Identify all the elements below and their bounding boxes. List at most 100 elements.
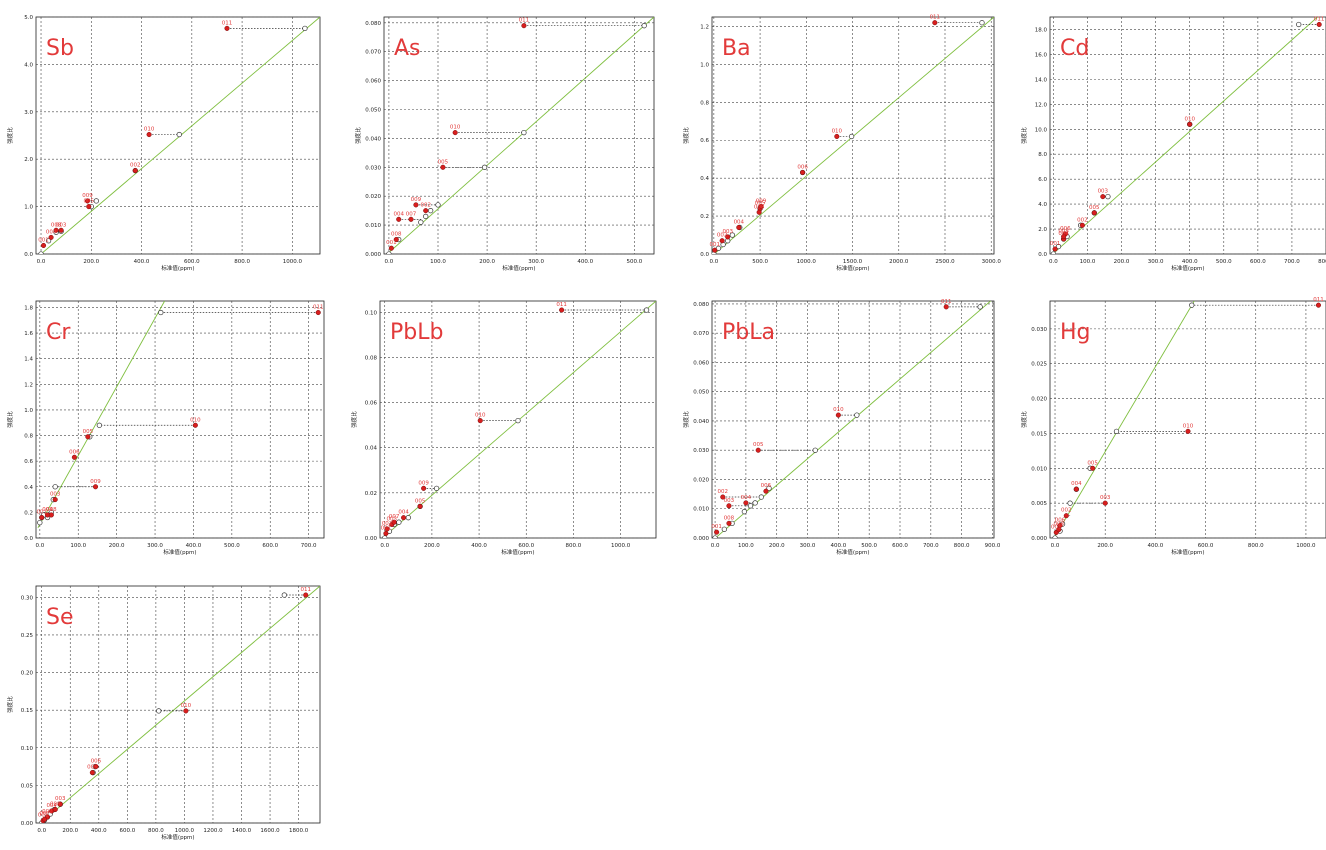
chart-ba-sample-point <box>834 133 840 139</box>
chart-sb: 0.0 200.0 400.0 600.0 800.0 1000.0 0.0 1.0 2.0 3.… <box>6 15 321 272</box>
chart-pbla-sample-label: 004 <box>741 495 752 501</box>
chart-cr-sample-point <box>92 484 99 490</box>
chart-ba-y-tick-label: 0.4 <box>700 176 709 182</box>
chart-pbla-sample-point <box>763 488 769 494</box>
chart-cr-x-tick-label: 200.0 <box>109 543 125 549</box>
chart-pbla-y-axis-label: 强度比 <box>682 411 690 428</box>
chart-pblb-sample-label: 011 <box>556 302 567 308</box>
chart-as-y-tick-label: 0.030 <box>365 165 381 171</box>
chart-cd-sample-point <box>1091 210 1097 216</box>
chart-sb-x-tick-label: 600.0 <box>184 259 200 265</box>
chart-as-sample-point <box>388 245 394 251</box>
chart-cd-fit-line <box>1052 17 1318 254</box>
chart-cd-x-tick-label: 200.0 <box>1114 259 1130 265</box>
chart-hg-x-tick-label: 600.0 <box>1198 543 1214 549</box>
chart-as-standard-point <box>641 23 647 29</box>
chart-cr-y-tick-label: 1.0 <box>24 408 33 414</box>
chart-sb-sample-point <box>58 227 64 233</box>
chart-sb-sample-label: 008 <box>51 222 62 228</box>
chart-sb-standard-point <box>302 25 308 32</box>
chart-pbla-y-tick-label: 0.050 <box>693 390 709 396</box>
chart-se-sample-label: 005 <box>87 765 98 771</box>
chart-as-standard-point <box>435 202 441 208</box>
chart-pbla-sample-label: 001 <box>711 524 722 530</box>
chart-pbla-y-tick-label: 0.040 <box>693 419 709 425</box>
chart-cr-sample-point <box>39 514 45 521</box>
chart-sb-standard-point <box>176 131 182 138</box>
chart-se-x-tick-label: 1200.0 <box>203 828 223 834</box>
chart-pblb-sample-point <box>391 519 397 525</box>
chart-pbla-standard-point <box>812 447 818 453</box>
chart-hg-sample-label: 004 <box>1071 481 1082 487</box>
chart-hg-y-axis-label: 强度比 <box>1020 411 1028 428</box>
chart-cr-y-tick-label: 0.6 <box>24 459 33 465</box>
chart-se-x-tick-label: 1800.0 <box>289 828 309 834</box>
chart-sb-sample-label: 010 <box>144 127 155 133</box>
chart-as-y-axis-label: 强度比 <box>354 127 362 144</box>
chart-cr-sample-point <box>85 434 91 440</box>
chart-pbla-sample-point <box>743 500 749 506</box>
chart-pbla-standard-point <box>721 526 727 532</box>
chart-cr-x-tick-label: 400.0 <box>186 543 202 549</box>
chart-cd-y-tick-label: 16.0 <box>1035 52 1048 58</box>
chart-hg-sample-point <box>1073 486 1079 492</box>
chart-pbla-sample-label: 010 <box>833 407 844 413</box>
chart-cr-x-tick-label: 500.0 <box>224 543 240 549</box>
chart-hg-x-tick-label: 0.0 <box>1051 543 1060 549</box>
chart-ba-x-tick-label: 2500.0 <box>935 259 955 265</box>
chart-cd-sample-label: 004 <box>1058 231 1069 237</box>
chart-cd-sample-label: 003 <box>1098 189 1109 195</box>
chart-pblb-x-tick-label: 200.0 <box>424 543 440 549</box>
chart-pbla: 0.0 100.0 200.0 300.0 400.0 500.0 600.0 700.0 80… <box>682 299 1001 556</box>
chart-as-sample-label: 009 <box>411 197 422 203</box>
chart-as-sample-label: 004 <box>393 211 404 217</box>
chart-hg-y-tick-label: 0.000 <box>1031 536 1047 542</box>
chart-pblb-sample-label: 007 <box>389 514 400 520</box>
chart-se-y-tick-label: 0.15 <box>21 708 34 714</box>
chart-pbla-x-tick-label: 0.0 <box>711 543 720 549</box>
chart-pblb-element-title: PbLb <box>390 320 443 345</box>
chart-cr-sample-label: 001 <box>37 510 48 516</box>
chart-cr-y-tick-label: 1.2 <box>24 382 33 388</box>
chart-se-sample-label: 011 <box>300 587 311 593</box>
chart-ba-sample-point <box>932 20 938 26</box>
chart-pbla-standard-point <box>712 535 718 538</box>
chart-pbla-sample-label: 008 <box>724 515 735 521</box>
chart-ba-y-tick-label: 1.0 <box>700 62 709 68</box>
chart-sb-sample-point <box>40 242 47 249</box>
chart-se-sample-label: 003 <box>55 796 66 802</box>
chart-pblb-sample-point <box>477 418 483 424</box>
chart-pbla-x-tick-label: 300.0 <box>800 543 816 549</box>
chart-as-y-tick-label: 0.080 <box>365 21 381 27</box>
chart-se-sample-point <box>303 592 309 598</box>
chart-sb-y-tick-label: 2.0 <box>24 157 33 163</box>
chart-pblb-y-tick-label: 0.06 <box>365 401 378 407</box>
chart-sb-fit-line <box>40 17 320 254</box>
chart-ba-y-tick-label: 0.6 <box>700 138 709 144</box>
chart-cr-sample-label: 006 <box>69 449 80 455</box>
chart-ba-sample-point <box>756 209 762 215</box>
chart-pblb-sample-point <box>559 307 565 313</box>
chart-sb-sample-point <box>84 198 91 204</box>
chart-ba-sample-label: 011 <box>930 15 941 21</box>
chart-se-x-axis-label: 标准值(ppm) <box>161 833 194 841</box>
chart-cr-x-tick-label: 100.0 <box>70 543 86 549</box>
chart-ba-y-tick-label: 0.0 <box>700 252 709 258</box>
chart-cr-sample-label: 008 <box>46 507 57 513</box>
chart-pblb-sample-point <box>384 526 390 532</box>
chart-hg-standard-point <box>1113 428 1120 435</box>
chart-ba-sample-label: 009 <box>756 199 767 205</box>
chart-pbla-y-tick-label: 0.070 <box>693 331 709 337</box>
chart-cd-x-tick-label: 800.0 <box>1318 259 1326 265</box>
chart-cr-y-tick-label: 1.6 <box>24 331 33 337</box>
chart-as-sample-label: 007 <box>406 211 417 217</box>
chart-sb-standard-point <box>38 251 44 254</box>
chart-pblb-sample-point <box>383 530 389 537</box>
chart-ba: 0.0 500.0 1000.0 1500.0 2000.0 2500.0 3000.0 0.… <box>682 15 1001 272</box>
chart-ba-sample-point <box>712 247 718 253</box>
chart-ba-sample-label: 008 <box>754 204 765 210</box>
chart-hg-x-tick-label: 800.0 <box>1248 543 1264 549</box>
chart-as: 0.0 100.0 200.0 300.0 400.0 500.0 0.000 0.010 0.… <box>354 16 655 272</box>
chart-hg-sample-label: 006 <box>1055 517 1066 523</box>
chart-hg-standard-point <box>1052 535 1058 538</box>
